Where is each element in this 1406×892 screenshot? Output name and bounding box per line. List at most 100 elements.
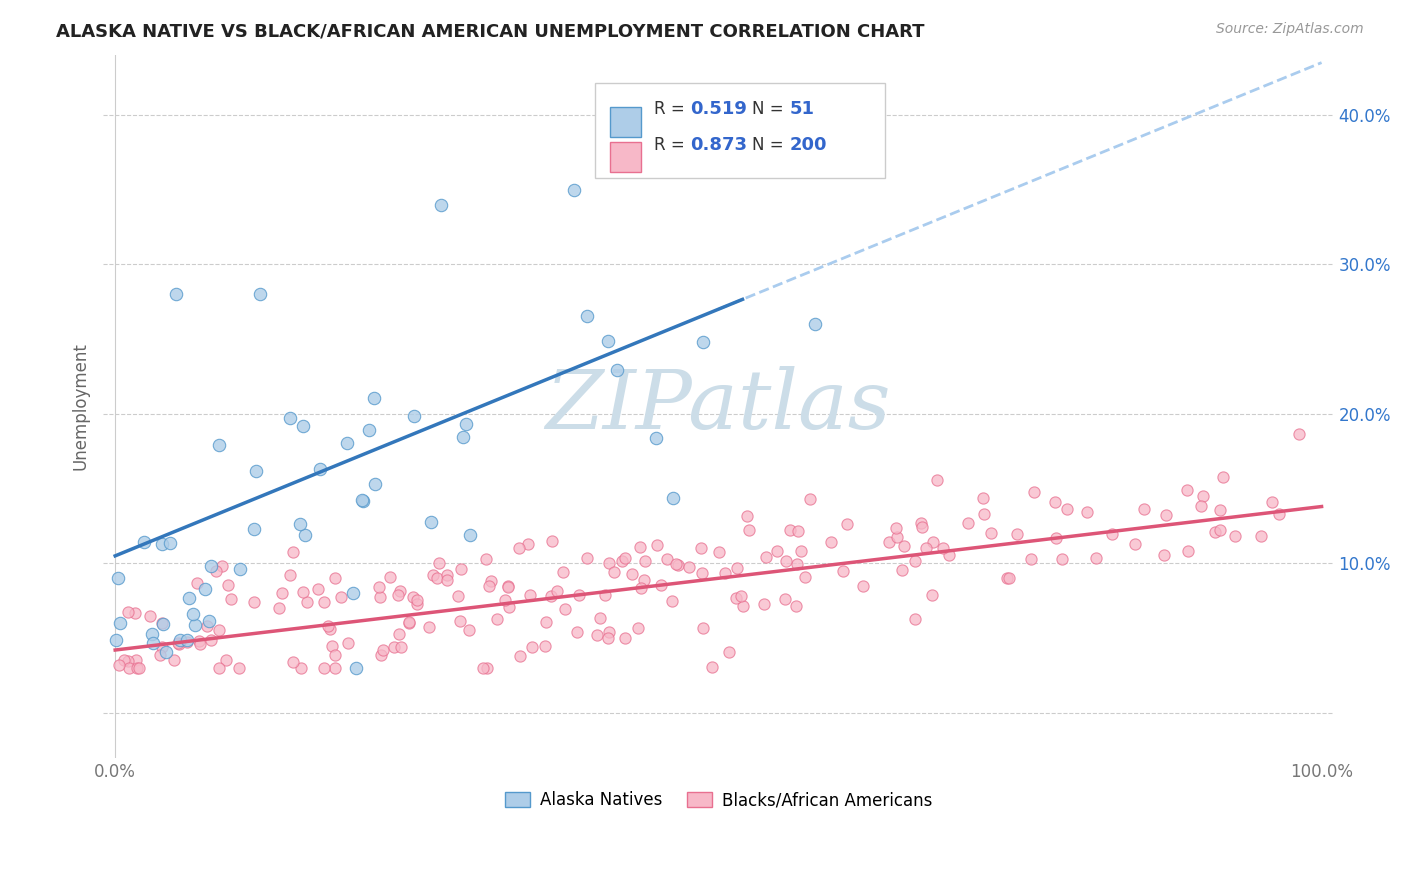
Point	[634, 554, 657, 568]
Point	[436, 567, 458, 582]
Point	[162, 653, 184, 667]
Point	[735, 509, 758, 524]
Point	[242, 595, 264, 609]
Point	[139, 609, 162, 624]
Point	[398, 616, 420, 631]
Text: 0.519: 0.519	[690, 100, 747, 118]
Point	[388, 627, 411, 641]
Point	[1005, 526, 1028, 541]
Point	[204, 565, 226, 579]
Point	[429, 556, 451, 570]
Point	[292, 418, 315, 433]
Point	[787, 524, 810, 538]
Point	[665, 557, 688, 571]
Point	[308, 462, 330, 476]
Point	[598, 625, 620, 640]
Point	[200, 559, 222, 574]
Point	[754, 597, 776, 611]
Point	[1288, 427, 1310, 442]
Point	[662, 491, 685, 505]
Point	[790, 543, 813, 558]
Point	[593, 588, 616, 602]
Point	[398, 615, 420, 629]
Point	[922, 534, 945, 549]
Point	[1153, 549, 1175, 563]
Point	[357, 423, 380, 437]
Point	[474, 552, 496, 566]
Point	[323, 661, 346, 675]
Point	[281, 656, 304, 670]
Point	[405, 597, 427, 611]
Point	[447, 589, 470, 603]
Point	[932, 541, 955, 555]
Point	[904, 554, 927, 568]
Point	[773, 592, 796, 607]
Point	[405, 593, 427, 607]
Point	[914, 541, 936, 556]
Point	[346, 661, 368, 675]
Point	[498, 580, 520, 594]
Point	[307, 582, 329, 596]
Point	[267, 601, 290, 615]
Point	[904, 612, 927, 626]
Point	[1056, 502, 1078, 516]
Point	[567, 624, 589, 639]
Point	[508, 541, 530, 555]
Point	[389, 640, 412, 654]
Point	[456, 417, 478, 432]
Point	[650, 578, 672, 592]
Point	[316, 618, 339, 632]
Point	[835, 516, 858, 531]
Point	[494, 593, 516, 607]
FancyBboxPatch shape	[595, 83, 884, 178]
Point	[1177, 544, 1199, 558]
Point	[666, 558, 689, 572]
Point	[541, 534, 564, 549]
Point	[886, 530, 908, 544]
Point	[418, 620, 440, 634]
Point	[1212, 470, 1234, 484]
Point	[707, 545, 730, 559]
Point	[546, 583, 568, 598]
Point	[330, 590, 353, 604]
Point	[117, 605, 139, 619]
Point	[852, 579, 875, 593]
Point	[644, 431, 666, 445]
Point	[278, 568, 301, 582]
Text: N =: N =	[752, 136, 789, 154]
Point	[186, 575, 208, 590]
Point	[368, 590, 391, 604]
Point	[755, 550, 778, 565]
Point	[633, 573, 655, 587]
Point	[598, 556, 620, 570]
Point	[419, 515, 441, 529]
Point	[1204, 525, 1226, 540]
Point	[1043, 495, 1066, 509]
Point	[1076, 504, 1098, 518]
Point	[568, 588, 591, 602]
Point	[363, 391, 385, 405]
Text: R =: R =	[654, 100, 690, 118]
Point	[1022, 485, 1045, 500]
Y-axis label: Unemployment: Unemployment	[72, 343, 89, 470]
Point	[281, 545, 304, 559]
Point	[104, 633, 127, 648]
Point	[184, 617, 207, 632]
Point	[661, 594, 683, 608]
Point	[195, 619, 218, 633]
Point	[249, 287, 271, 301]
Point	[132, 534, 155, 549]
Point	[1192, 489, 1215, 503]
Point	[628, 540, 651, 554]
Point	[1084, 551, 1107, 566]
Point	[891, 563, 914, 577]
Point	[323, 648, 346, 662]
Point	[1250, 529, 1272, 543]
Point	[125, 653, 148, 667]
Point	[188, 634, 211, 648]
Point	[169, 633, 191, 648]
Point	[457, 623, 479, 637]
Point	[314, 661, 336, 675]
Point	[921, 588, 943, 602]
Point	[245, 464, 267, 478]
